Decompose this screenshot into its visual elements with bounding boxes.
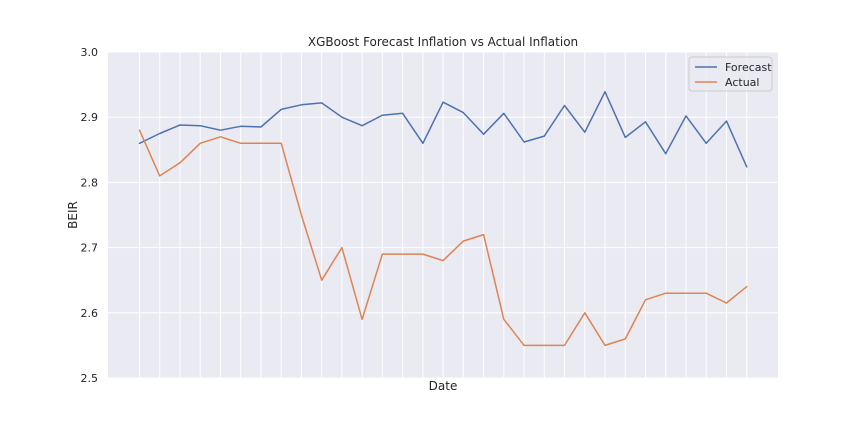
y-tick-label: 2.5 <box>81 372 99 385</box>
series-lines <box>138 91 748 347</box>
series-line-forecast <box>138 91 748 168</box>
y-tick-label: 2.7 <box>81 242 99 255</box>
x-axis-label: Date <box>429 379 458 393</box>
legend-label-actual: Actual <box>725 76 759 89</box>
legend: Forecast Actual <box>688 56 773 92</box>
legend-label-forecast: Forecast <box>725 61 772 74</box>
grid <box>108 51 778 379</box>
series-line-actual <box>138 129 748 347</box>
y-tick-label: 3.0 <box>81 46 99 59</box>
y-axis-label: BEIR <box>66 201 80 229</box>
y-tick-label: 2.9 <box>81 111 99 124</box>
y-tick-label: 2.6 <box>81 307 99 320</box>
chart-title: XGBoost Forecast Inflation vs Actual Inf… <box>308 35 578 49</box>
y-axis: 2.5 2.6 2.7 2.8 2.9 3.0 <box>81 46 99 385</box>
y-tick-label: 2.8 <box>81 176 99 189</box>
